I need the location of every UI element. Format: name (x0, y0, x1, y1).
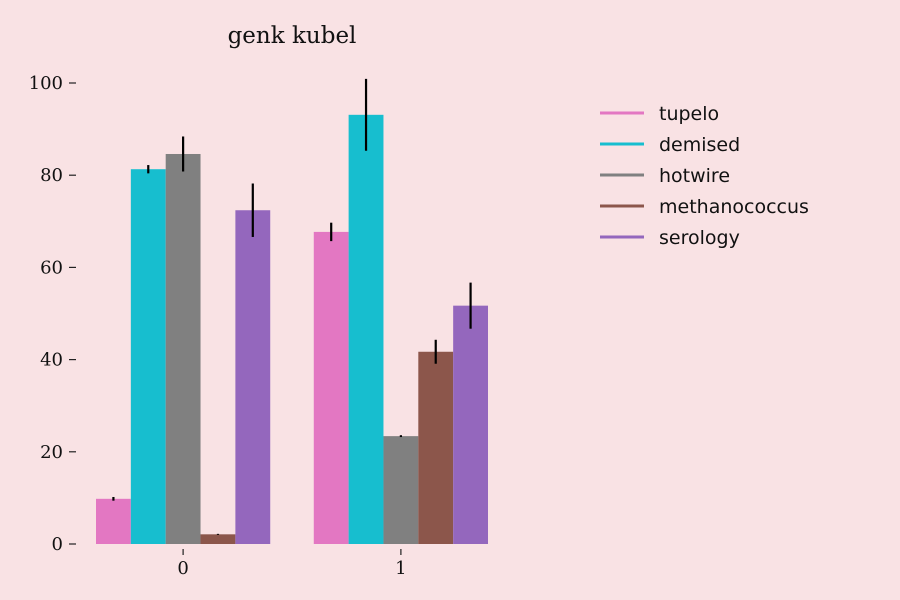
legend-label-demised: demised (659, 134, 740, 156)
y-tick-label-100: 100 (29, 73, 63, 94)
x-tick-label-1: 1 (395, 558, 406, 579)
bar-tupelo-0 (96, 498, 131, 544)
legend: tupelo demised hotwire methanococcus serolog… (600, 103, 809, 249)
bar-tupelo-1 (313, 231, 349, 544)
legend-item-tupelo: tupelo (600, 103, 719, 125)
bar-serology-0 (235, 210, 271, 545)
y-axis: 0 20 40 60 80 100 (29, 73, 76, 555)
x-tick-label-0: 0 (177, 558, 188, 579)
legend-label-methanococcus: methanococcus (659, 196, 809, 218)
bar-serology-1 (453, 305, 488, 544)
legend-item-demised: demised (600, 134, 740, 156)
y-tick-label-40: 40 (40, 350, 63, 371)
bar-hotwire-0 (165, 153, 201, 545)
y-tick-label-80: 80 (40, 165, 63, 186)
legend-label-hotwire: hotwire (659, 165, 730, 187)
legend-label-tupelo: tupelo (659, 103, 719, 125)
legend-label-serology: serology (659, 227, 740, 249)
legend-item-serology: serology (600, 227, 740, 249)
plot-area (96, 78, 488, 545)
legend-item-methanococcus: methanococcus (600, 196, 809, 218)
bar-hotwire-1 (383, 436, 419, 544)
bar-demised-0 (130, 169, 166, 544)
chart-title: genk kubel (228, 23, 357, 49)
y-tick-label-0: 0 (52, 534, 63, 555)
bar-methanococcus-0 (200, 534, 236, 544)
y-tick-label-60: 60 (40, 257, 63, 278)
legend-item-hotwire: hotwire (600, 165, 730, 187)
bar-methanococcus-1 (418, 351, 454, 544)
bar-demised-1 (348, 114, 384, 544)
y-tick-label-20: 20 (40, 442, 63, 463)
